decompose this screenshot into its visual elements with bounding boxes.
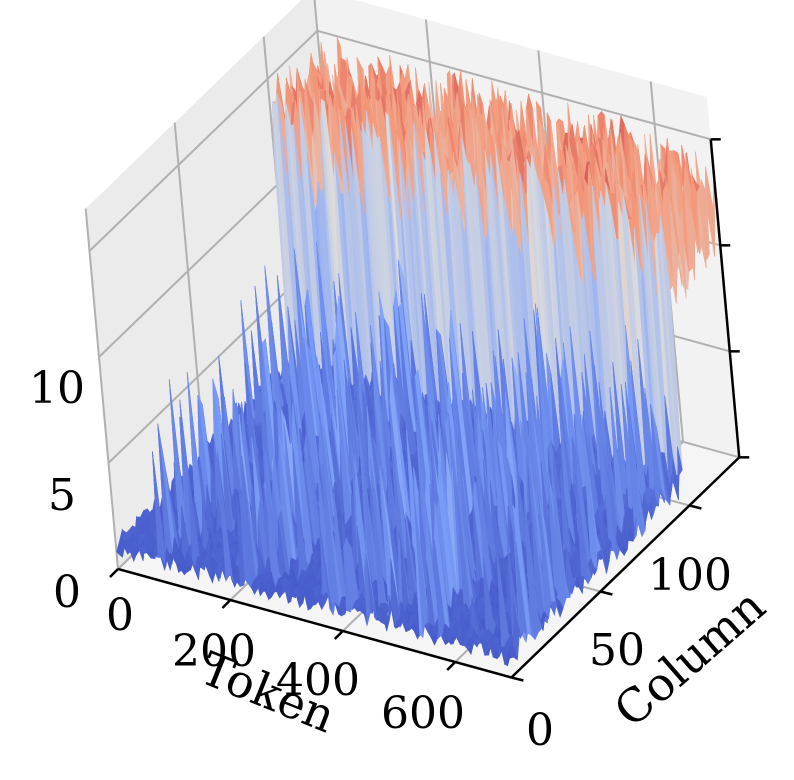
grid-line-z (317, 29, 712, 141)
grid-line-y (84, 208, 119, 570)
surface-plot (116, 37, 716, 667)
grid-line-z (88, 30, 319, 252)
